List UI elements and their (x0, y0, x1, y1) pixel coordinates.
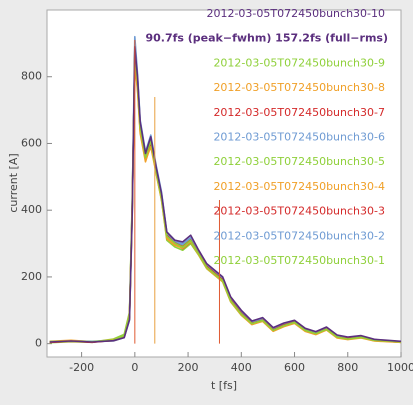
series-line (49, 45, 402, 343)
y-tick-label: 800 (21, 70, 42, 83)
annotation: 90.7fs (peak−fwhm) 157.2fs (full−rms) (145, 32, 388, 45)
legend-entry: 2012-03-05T072450bunch30-1 (213, 254, 385, 267)
y-axis-label: current [A] (7, 153, 20, 212)
x-tick-label: 800 (337, 361, 358, 374)
x-tick-label: 200 (178, 361, 199, 374)
legend-entry: 2012-03-05T072450bunch30-7 (213, 106, 385, 119)
legend-entry: 2012-03-05T072450bunch30-9 (213, 56, 385, 69)
x-tick-label: 600 (284, 361, 305, 374)
legend-entry: 2012-03-05T072450bunch30-3 (213, 205, 385, 218)
x-tick-label: 400 (231, 361, 252, 374)
y-tick-label: 600 (21, 136, 42, 149)
legend-entry: 2012-03-05T072450bunch30-6 (213, 131, 385, 144)
x-tick-label: 1000 (387, 361, 413, 374)
legend-entry: 2012-03-05T072450bunch30-10 (206, 7, 385, 20)
x-tick-label: -200 (69, 361, 94, 374)
legend-entry: 2012-03-05T072450bunch30-5 (213, 155, 385, 168)
y-tick-label: 200 (21, 270, 42, 283)
legend-entry: 2012-03-05T072450bunch30-8 (213, 81, 385, 94)
legend-entry: 2012-03-05T072450bunch30-4 (213, 180, 385, 193)
x-tick-label: 0 (131, 361, 138, 374)
x-axis-label: t [fs] (211, 379, 237, 392)
y-tick-label: 0 (35, 337, 42, 350)
y-tick-label: 400 (21, 203, 42, 216)
legend-entry: 2012-03-05T072450bunch30-2 (213, 229, 385, 242)
plot-area (46, 9, 402, 358)
